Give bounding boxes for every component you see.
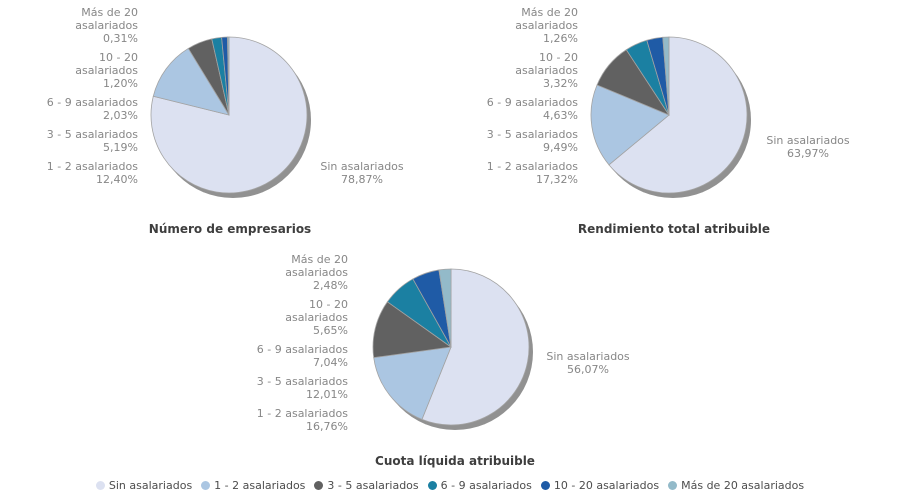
pie-category-label-3-5-asalariados: 3 - 5 asalariados 5,19%: [36, 128, 138, 154]
legend-label: Más de 20 asalariados: [681, 479, 805, 492]
category-name: 1 - 2 asalariados: [256, 407, 348, 420]
pie-label-sin-asalariados: Sin asalariados 78,87%: [303, 160, 421, 186]
pie-chart-rendimiento-total-atribuible: Más de 20 asalariados 1,26% 10 - 20 asalar…: [440, 0, 900, 245]
pie-slice-m-s-de-20-asalariados[interactable]: [227, 36, 230, 116]
category-percent: 63,97%: [787, 147, 829, 160]
pie: [372, 268, 533, 430]
category-percent: 12,40%: [96, 173, 138, 186]
pie-category-label-m-s-de-20-asalariados: Más de 20 asalariados 0,31%: [36, 6, 138, 45]
legend-item-3-5-asalariados[interactable]: 3 - 5 asalariados: [314, 479, 419, 492]
legend-item-6-9-asalariados[interactable]: 6 - 9 asalariados: [427, 479, 532, 492]
category-percent: 56,07%: [567, 363, 609, 376]
category-percent: 78,87%: [341, 173, 383, 186]
category-name: 1 - 2 asalariados: [46, 160, 138, 173]
pie-category-label-10-20-asalariados: 10 - 20 asalariados 3,32%: [476, 51, 578, 90]
legend-dot-icon: [95, 481, 105, 490]
category-percent: 0,31%: [103, 32, 138, 45]
category-percent: 3,32%: [543, 77, 578, 90]
legend-dot-icon: [201, 481, 211, 490]
pie-category-label-1-2-asalariados: 1 - 2 asalariados 12,40%: [36, 160, 138, 186]
category-name: 10 - 20 asalariados: [515, 51, 578, 77]
legend-dot-icon: [540, 481, 550, 490]
pie-category-label-6-9-asalariados: 6 - 9 asalariados 7,04%: [246, 343, 348, 369]
pie-category-label-m-s-de-20-asalariados: Más de 20 asalariados 1,26%: [476, 6, 578, 45]
category-name: 6 - 9 asalariados: [46, 96, 138, 109]
pie-category-label-6-9-asalariados: 6 - 9 asalariados 4,63%: [476, 96, 578, 122]
pie-category-label-3-5-asalariados: 3 - 5 asalariados 9,49%: [476, 128, 578, 154]
category-percent: 1,20%: [103, 77, 138, 90]
pie-category-label-10-20-asalariados: 10 - 20 asalariados 1,20%: [36, 51, 138, 90]
category-name: 6 - 9 asalariados: [486, 96, 578, 109]
category-percent: 5,65%: [313, 324, 348, 337]
legend-label: 6 - 9 asalariados: [440, 479, 532, 492]
chart-legend: Sin asalariados 1 - 2 asalariados 3 - 5 as…: [0, 479, 900, 492]
pie-slice-1-2-asalariados[interactable]: [152, 47, 230, 116]
category-name: 10 - 20 asalariados: [75, 51, 138, 77]
category-name: 3 - 5 asalariados: [486, 128, 578, 141]
pie-label-sin-asalariados: Sin asalariados 56,07%: [529, 350, 647, 376]
category-name: 6 - 9 asalariados: [256, 343, 348, 356]
chart-title: Cuota líquida atribuible: [375, 454, 535, 468]
category-name: 3 - 5 asalariados: [256, 375, 348, 388]
pie-category-label-10-20-asalariados: 10 - 20 asalariados 5,65%: [246, 298, 348, 337]
pie-slice-sin-asalariados[interactable]: [608, 36, 748, 194]
pie: [590, 36, 751, 198]
category-name: Más de 20 asalariados: [285, 253, 348, 279]
category-percent: 12,01%: [306, 388, 348, 401]
pie: [150, 36, 311, 198]
category-percent: 1,26%: [543, 32, 578, 45]
legend-label: 3 - 5 asalariados: [327, 479, 419, 492]
pie-category-label-1-2-asalariados: 1 - 2 asalariados 16,76%: [246, 407, 348, 433]
chart-title: Número de empresarios: [148, 222, 312, 236]
pie-left-labels: Más de 20 asalariados 0,31% 10 - 20 asalar…: [36, 6, 138, 192]
pie-category-label-6-9-asalariados: 6 - 9 asalariados 2,03%: [36, 96, 138, 122]
legend-dot-icon: [314, 481, 324, 490]
legend-label: 1 - 2 asalariados: [214, 479, 306, 492]
pie-slice-1-2-asalariados[interactable]: [373, 346, 452, 420]
pie-slice-sin-asalariados[interactable]: [421, 268, 530, 426]
pie-category-label-1-2-asalariados: 1 - 2 asalariados 17,32%: [476, 160, 578, 186]
category-percent: 9,49%: [543, 141, 578, 154]
category-percent: 4,63%: [543, 109, 578, 122]
category-percent: 5,19%: [103, 141, 138, 154]
pie-slice-1-2-asalariados[interactable]: [590, 84, 670, 166]
pie-label-sin-asalariados: Sin asalariados 63,97%: [749, 134, 867, 160]
pie-chart-numero-de-empresarios: Más de 20 asalariados 0,31% 10 - 20 asalar…: [0, 0, 460, 245]
legend-item-10-20-asalariados[interactable]: 10 - 20 asalariados: [540, 479, 660, 492]
category-name: 3 - 5 asalariados: [46, 128, 138, 141]
pie-left-labels: Más de 20 asalariados 2,48% 10 - 20 asalar…: [246, 253, 348, 439]
category-name: Más de 20 asalariados: [75, 6, 138, 32]
category-percent: 7,04%: [313, 356, 348, 369]
pie-chart-cuota-liquida-atribuible: Más de 20 asalariados 2,48% 10 - 20 asalar…: [220, 244, 680, 489]
category-name: Más de 20 asalariados: [515, 6, 578, 32]
category-percent: 17,32%: [536, 173, 578, 186]
legend-dot-icon: [668, 481, 678, 490]
pie-slice-m-s-de-20-asalariados[interactable]: [438, 268, 452, 348]
legend-item-sin-asalariados[interactable]: Sin asalariados: [95, 479, 193, 492]
pie-left-labels: Más de 20 asalariados 1,26% 10 - 20 asalar…: [476, 6, 578, 192]
legend-item-m-s-de-20-asalariados[interactable]: Más de 20 asalariados: [668, 479, 804, 492]
category-name: 10 - 20 asalariados: [285, 298, 348, 324]
pie-category-label-3-5-asalariados: 3 - 5 asalariados 12,01%: [246, 375, 348, 401]
category-percent: 2,03%: [103, 109, 138, 122]
legend-dot-icon: [427, 481, 437, 490]
legend-item-1-2-asalariados[interactable]: 1 - 2 asalariados: [201, 479, 305, 492]
category-percent: 16,76%: [306, 420, 348, 433]
category-name: Sin asalariados: [320, 160, 404, 173]
category-percent: 2,48%: [313, 279, 348, 292]
category-name: Sin asalariados: [766, 134, 850, 147]
pie-slice-m-s-de-20-asalariados[interactable]: [662, 36, 670, 116]
category-name: Sin asalariados: [546, 350, 630, 363]
chart-title: Rendimiento total atribuible: [577, 222, 771, 236]
legend-label: 10 - 20 asalariados: [553, 479, 660, 492]
legend-label: Sin asalariados: [108, 479, 193, 492]
category-name: 1 - 2 asalariados: [486, 160, 578, 173]
pie-category-label-m-s-de-20-asalariados: Más de 20 asalariados 2,48%: [246, 253, 348, 292]
